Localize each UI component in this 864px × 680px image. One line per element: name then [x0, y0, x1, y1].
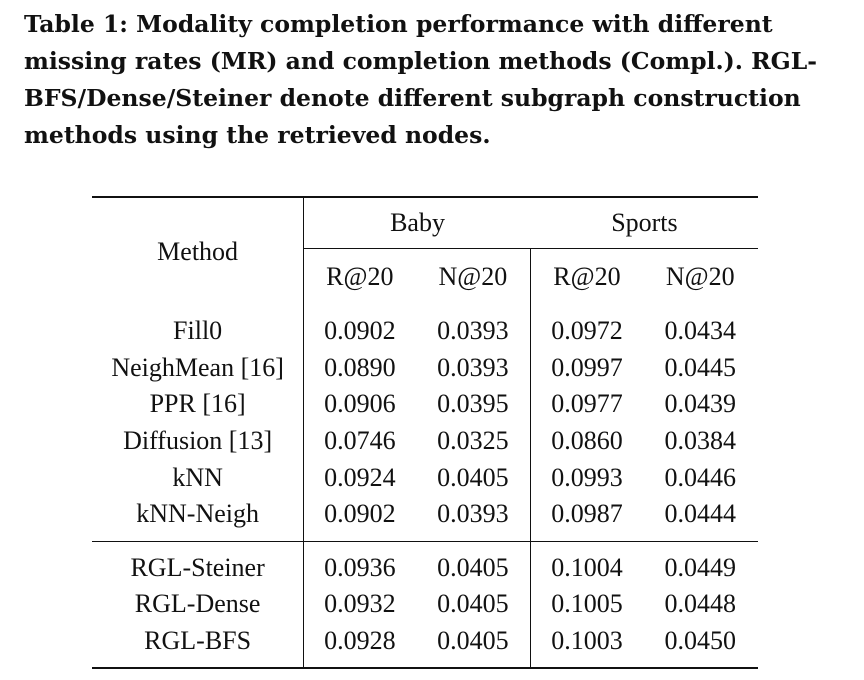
value-cell: 0.0860	[530, 422, 643, 460]
value-cell: 0.0450	[664, 626, 737, 656]
value-cell: 0.0405	[437, 626, 509, 656]
value-cell: 0.0906	[303, 386, 416, 423]
value-cell: 0.0439	[664, 389, 737, 419]
table-row: Diffusion [13] 0.0746 0.0325 0.0860 0.0384	[92, 422, 758, 460]
value-cell: 0.0444	[664, 499, 737, 529]
value-cell: 0.0972	[530, 305, 643, 350]
caption-line: Table 1: Modality completion performance…	[24, 10, 773, 38]
method-cell: Fill0	[173, 316, 223, 346]
table-row: kNN-Neigh 0.0902 0.0393 0.0987 0.0444	[92, 495, 758, 542]
value-cell: 0.0902	[303, 305, 416, 350]
metric-header: R@20	[530, 248, 643, 305]
metric-header: R@20	[303, 248, 416, 305]
value-cell: 0.0446	[664, 462, 737, 492]
table-row: Fill0 0.0902 0.0393 0.0972 0.0434	[92, 305, 758, 350]
group-header-baby: Baby	[303, 198, 531, 249]
method-cell: NeighMean [16]	[111, 352, 284, 382]
metric-header: N@20	[438, 262, 508, 291]
method-cell: RGL-Dense	[134, 589, 261, 619]
method-cell: kNN	[172, 462, 223, 492]
value-cell: 0.0924	[303, 459, 416, 496]
method-cell: kNN-Neigh	[136, 499, 259, 529]
value-cell: 0.0993	[530, 459, 643, 496]
method-header: Method	[157, 236, 239, 266]
group-header-sports: Sports	[530, 198, 758, 249]
value-cell: 0.0393	[437, 352, 509, 382]
value-cell: 0.0393	[437, 316, 509, 346]
caption-line: BFS/Dense/Steiner denote different subgr…	[24, 84, 801, 112]
table-caption: Table 1: Modality completion performance…	[24, 6, 844, 154]
value-cell: 0.0445	[664, 352, 737, 382]
table-row: RGL-Dense 0.0932 0.0405 0.1005 0.0448	[92, 586, 758, 623]
value-cell: 0.0405	[437, 589, 509, 619]
metric-header: N@20	[665, 262, 735, 291]
value-cell: 0.0393	[437, 499, 509, 529]
value-cell: 0.1004	[530, 540, 643, 587]
value-cell: 0.0448	[664, 589, 737, 619]
caption-line: missing rates (MR) and completion method…	[24, 47, 818, 75]
value-cell: 0.0405	[437, 462, 509, 492]
method-cell: RGL-BFS	[144, 626, 252, 656]
table-row: RGL-BFS 0.0928 0.0405 0.1003 0.0450	[92, 622, 758, 668]
table-row: NeighMean [16] 0.0890 0.0393 0.0997 0.0445	[92, 349, 758, 387]
value-cell: 0.0936	[303, 540, 416, 587]
value-cell: 0.1003	[530, 622, 643, 668]
results-table: Method Baby Sports R@20 N@20 R@20 N@20 F…	[92, 196, 758, 670]
value-cell: 0.0405	[415, 540, 531, 587]
value-cell: 0.0449	[642, 540, 758, 587]
value-cell: 0.0902	[303, 495, 416, 542]
value-cell: 0.0890	[303, 349, 416, 387]
caption-line: methods using the retrieved nodes.	[24, 121, 491, 149]
table-row: PPR [16] 0.0906 0.0395 0.0977 0.0439	[92, 386, 758, 423]
value-cell: 0.0977	[530, 386, 643, 423]
method-cell: PPR [16]	[149, 389, 246, 419]
method-cell: RGL-Steiner	[92, 540, 304, 587]
value-cell: 0.1005	[530, 586, 643, 623]
value-cell: 0.0325	[437, 426, 509, 456]
value-cell: 0.0434	[664, 316, 737, 346]
value-cell: 0.0997	[530, 349, 643, 387]
table-row: RGL-Steiner 0.0936 0.0405 0.1004 0.0449	[92, 540, 758, 587]
value-cell: 0.0932	[303, 586, 416, 623]
value-cell: 0.0395	[437, 389, 509, 419]
value-cell: 0.0928	[303, 622, 416, 668]
method-cell: Diffusion [13]	[123, 426, 273, 456]
table-row: kNN 0.0924 0.0405 0.0993 0.0446	[92, 459, 758, 496]
value-cell: 0.0746	[303, 422, 416, 460]
value-cell: 0.0384	[664, 426, 737, 456]
value-cell: 0.0987	[530, 495, 643, 542]
